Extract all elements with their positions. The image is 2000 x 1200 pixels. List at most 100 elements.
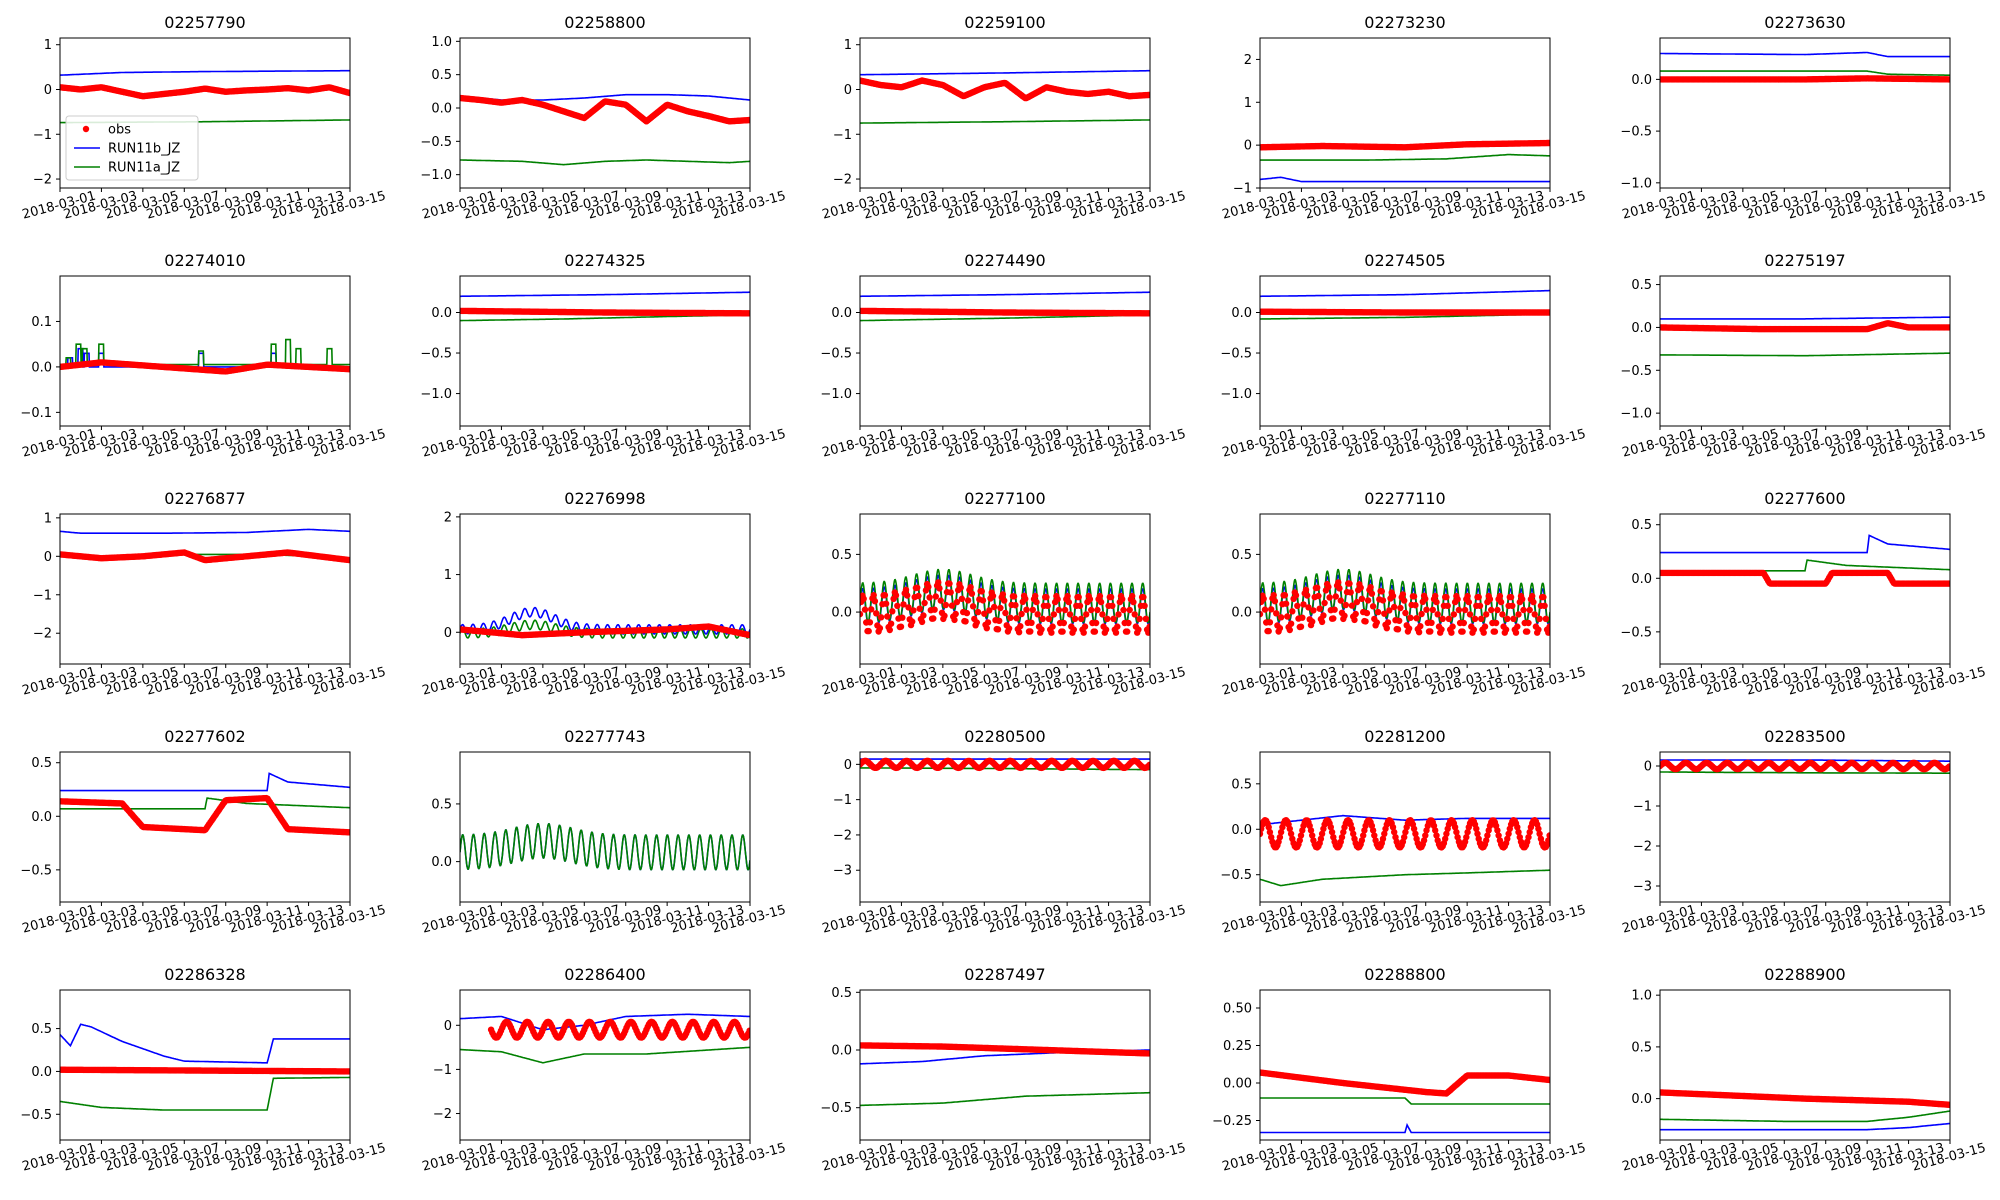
obs-point — [1141, 602, 1148, 609]
obs-point — [1310, 607, 1317, 614]
y-tick-label: 0 — [44, 83, 52, 98]
obs-point — [1483, 837, 1490, 844]
obs-point — [1145, 629, 1150, 636]
y-tick-label: −0.5 — [820, 347, 852, 362]
obs-point — [1451, 824, 1459, 831]
obs-point — [1505, 830, 1512, 837]
obs-point — [1545, 629, 1550, 636]
obs-point — [887, 620, 895, 627]
obs-point — [1383, 625, 1391, 632]
obs-point — [1352, 610, 1359, 618]
plot-area — [460, 823, 750, 871]
obs-point — [1357, 584, 1364, 591]
obs-point — [1094, 606, 1101, 614]
axes-frame — [859, 513, 1151, 665]
RUN11a_JZ-line — [1660, 352, 1950, 357]
RUN11b_JZ-line — [860, 69, 1150, 76]
obs-point — [1507, 593, 1515, 601]
y-tick-label: −1.0 — [1220, 387, 1252, 402]
obs-point — [925, 583, 932, 591]
RUN11a_JZ-line — [1660, 559, 1950, 572]
obs-point — [962, 618, 969, 625]
obs-point — [1289, 608, 1296, 615]
obs-point — [1018, 610, 1025, 618]
obs-point — [1433, 598, 1440, 606]
obs-point — [1332, 593, 1340, 600]
obs-point — [1378, 588, 1386, 595]
obs-point — [1405, 625, 1413, 632]
obs-point — [932, 593, 939, 600]
obs-point — [1483, 611, 1490, 618]
obs-point — [1277, 828, 1285, 836]
obs-point — [1502, 626, 1510, 633]
y-tick-label: −1 — [33, 128, 52, 143]
obs-point — [1384, 619, 1392, 626]
obs-point — [1504, 615, 1511, 622]
axes-frame — [59, 275, 351, 427]
obs-point — [1448, 629, 1455, 636]
obs-point — [1341, 612, 1348, 619]
obs-point — [1321, 599, 1328, 607]
RUN11b_JZ-line — [1260, 289, 1550, 298]
y-tick-label: 0.0 — [431, 306, 452, 321]
obs-point — [346, 556, 350, 564]
obs-point — [1363, 609, 1371, 617]
y-tick-label: 0.5 — [1631, 518, 1652, 533]
subplot-title: 02258800 — [564, 13, 645, 32]
obs-point — [1044, 602, 1051, 609]
obs-point — [1092, 619, 1100, 627]
obs-point — [1358, 595, 1366, 602]
obs-point — [1146, 310, 1150, 317]
obs-point — [1389, 824, 1397, 831]
subplot-02277602: 022776020.50.0−0.52018-03-012018-03-0320… — [20, 727, 387, 937]
y-tick-label: −3 — [833, 864, 852, 879]
y-tick-label: −1.0 — [1620, 176, 1652, 191]
obs-point — [1088, 606, 1095, 614]
RUN11b_JZ-line — [860, 291, 1150, 298]
obs-point — [1330, 615, 1337, 622]
obs-series — [860, 307, 1150, 317]
obs-point — [952, 610, 959, 618]
obs-point — [1397, 604, 1404, 612]
y-tick-label: 0.5 — [431, 68, 452, 83]
y-tick-label: −0.5 — [20, 863, 52, 878]
obs-point — [1348, 602, 1356, 609]
obs-point — [1076, 602, 1084, 609]
y-tick-label: 1 — [44, 38, 52, 53]
obs-point — [1402, 828, 1409, 836]
obs-point — [1109, 602, 1116, 609]
y-tick-label: 0.0 — [1631, 73, 1652, 88]
obs-point — [1350, 830, 1357, 837]
obs-point — [1146, 91, 1150, 99]
obs-point — [1369, 603, 1377, 610]
obs-point — [1412, 602, 1419, 609]
obs-point — [1379, 597, 1387, 604]
obs-point — [1353, 598, 1361, 606]
plot-area — [460, 606, 750, 639]
obs-point — [1362, 618, 1369, 625]
obs-point — [1486, 596, 1494, 603]
subplot-title: 02274325 — [564, 251, 645, 270]
y-tick-label: −2 — [833, 173, 852, 188]
subplot-02281200: 022812000.50.0−0.52018-03-012018-03-0320… — [1220, 727, 1587, 937]
obs-point — [926, 594, 933, 601]
obs-point — [958, 595, 966, 602]
obs-point — [909, 618, 916, 625]
obs-point — [1013, 615, 1020, 622]
y-tick-label: 0.0 — [1231, 606, 1252, 621]
obs-point — [1126, 606, 1133, 614]
obs-series — [860, 579, 1150, 636]
obs-point — [1546, 139, 1550, 147]
obs-point — [1265, 627, 1272, 635]
subplot-title: 02280500 — [964, 727, 1045, 746]
y-tick-label: 0.0 — [831, 306, 852, 321]
obs-point — [1049, 623, 1056, 630]
RUN11b_JZ-line — [1660, 534, 1950, 554]
obs-point — [1391, 828, 1398, 836]
RUN11b_JZ-line — [1660, 51, 1950, 58]
obs-point — [1146, 623, 1150, 630]
obs-point — [860, 595, 867, 602]
obs-point — [989, 592, 997, 600]
obs-point — [984, 619, 992, 626]
obs-point — [866, 619, 874, 626]
